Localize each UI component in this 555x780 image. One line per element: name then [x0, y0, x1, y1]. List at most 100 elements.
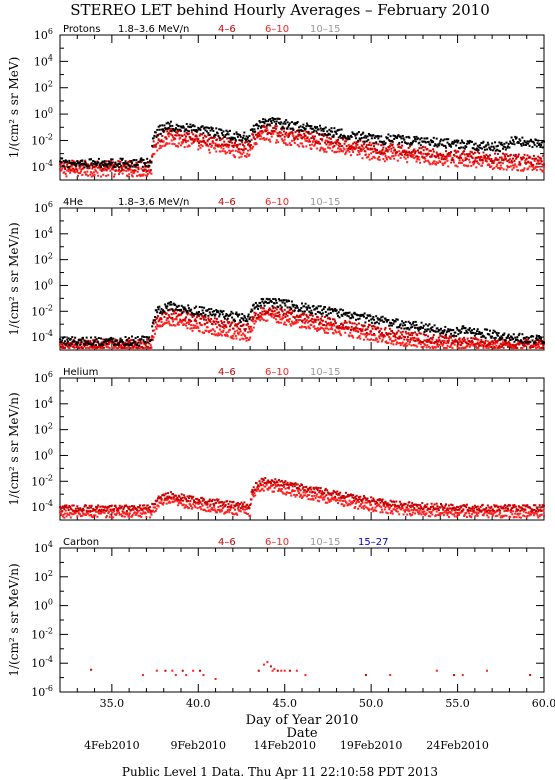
data-point	[380, 319, 383, 322]
data-point	[252, 320, 255, 323]
data-point	[489, 335, 492, 338]
data-point	[297, 133, 300, 136]
data-point	[403, 138, 406, 141]
data-point	[336, 499, 339, 502]
data-point	[324, 141, 327, 144]
data-point	[168, 322, 171, 325]
data-point	[185, 322, 188, 325]
data-point	[365, 335, 368, 338]
data-point	[360, 149, 363, 152]
data-point	[470, 516, 473, 519]
data-point	[458, 341, 461, 344]
data-point	[455, 335, 458, 338]
data-point	[127, 344, 130, 347]
data-point	[396, 135, 399, 138]
data-point	[250, 319, 253, 322]
data-point	[373, 332, 376, 335]
data-point	[523, 153, 526, 156]
data-point	[299, 142, 302, 145]
data-point	[233, 332, 236, 335]
data-point	[380, 508, 383, 511]
data-point	[296, 138, 299, 141]
data-point	[171, 134, 174, 137]
data-point	[236, 145, 239, 148]
data-point	[412, 509, 415, 512]
data-point	[250, 308, 253, 311]
data-point	[73, 168, 76, 171]
data-point	[476, 338, 479, 341]
data-point	[188, 318, 191, 321]
data-point	[441, 329, 444, 332]
data-point	[179, 136, 182, 139]
data-point	[385, 331, 388, 334]
data-point	[182, 125, 185, 128]
data-point	[224, 133, 227, 136]
data-point	[61, 164, 64, 167]
data-point	[237, 333, 240, 336]
data-point	[74, 171, 77, 174]
data-point	[522, 156, 525, 159]
data-point	[291, 321, 294, 324]
data-point	[432, 136, 435, 139]
data-point	[442, 343, 445, 346]
data-point	[259, 130, 262, 133]
data-point	[272, 119, 275, 122]
data-point	[401, 141, 404, 144]
data-point	[355, 145, 358, 148]
data-point	[461, 158, 464, 161]
data-point	[320, 129, 323, 132]
data-point	[460, 341, 463, 344]
data-point	[131, 345, 134, 348]
data-point	[366, 135, 369, 138]
data-point	[123, 511, 126, 514]
data-point	[246, 149, 249, 152]
data-point	[511, 161, 514, 164]
data-point	[201, 140, 204, 143]
data-point	[424, 152, 427, 155]
data-point	[78, 167, 81, 170]
data-point	[257, 135, 260, 138]
data-point	[496, 144, 499, 147]
data-point	[378, 151, 381, 154]
data-point	[295, 319, 298, 322]
data-point	[481, 141, 484, 144]
data-point	[330, 127, 333, 130]
data-point	[294, 123, 297, 126]
data-point	[427, 335, 430, 338]
data-point	[352, 501, 355, 504]
data-point	[234, 508, 237, 511]
data-point	[295, 135, 298, 138]
data-point	[160, 318, 163, 321]
data-point	[69, 511, 72, 514]
data-point	[212, 509, 215, 512]
data-point	[458, 159, 461, 162]
data-point	[156, 141, 159, 144]
data-point	[385, 136, 388, 139]
data-point	[66, 345, 69, 348]
data-point	[311, 131, 314, 134]
data-point	[409, 338, 412, 341]
data-point	[154, 144, 157, 147]
data-point	[370, 338, 373, 341]
data-point	[324, 148, 327, 151]
data-point	[200, 313, 203, 316]
data-point	[494, 152, 497, 155]
data-point	[470, 151, 473, 154]
data-point	[523, 139, 526, 142]
data-point	[202, 132, 205, 135]
data-point	[148, 342, 151, 345]
data-point	[346, 327, 349, 330]
data-point	[416, 345, 419, 348]
data-point	[120, 513, 123, 516]
data-point	[445, 512, 448, 515]
data-point	[246, 137, 249, 140]
data-point	[80, 168, 83, 171]
data-point	[243, 511, 246, 514]
data-point	[470, 513, 473, 516]
data-point	[455, 151, 458, 154]
data-point	[73, 162, 76, 165]
data-point	[307, 325, 310, 328]
data-point	[84, 339, 87, 342]
data-point	[411, 332, 414, 335]
data-point	[360, 144, 363, 147]
